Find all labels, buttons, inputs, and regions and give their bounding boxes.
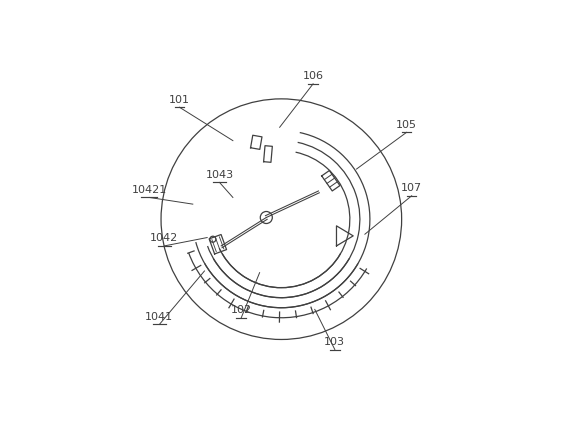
Text: 101: 101 [169,95,190,105]
Text: 1041: 1041 [146,312,174,322]
Text: 102: 102 [230,305,252,315]
Text: 107: 107 [401,183,422,193]
Text: 106: 106 [302,71,324,81]
Text: 103: 103 [324,337,345,347]
Text: 10421: 10421 [132,185,167,195]
Text: 1043: 1043 [206,170,234,180]
Text: 105: 105 [396,120,417,130]
Text: 1042: 1042 [150,233,179,243]
